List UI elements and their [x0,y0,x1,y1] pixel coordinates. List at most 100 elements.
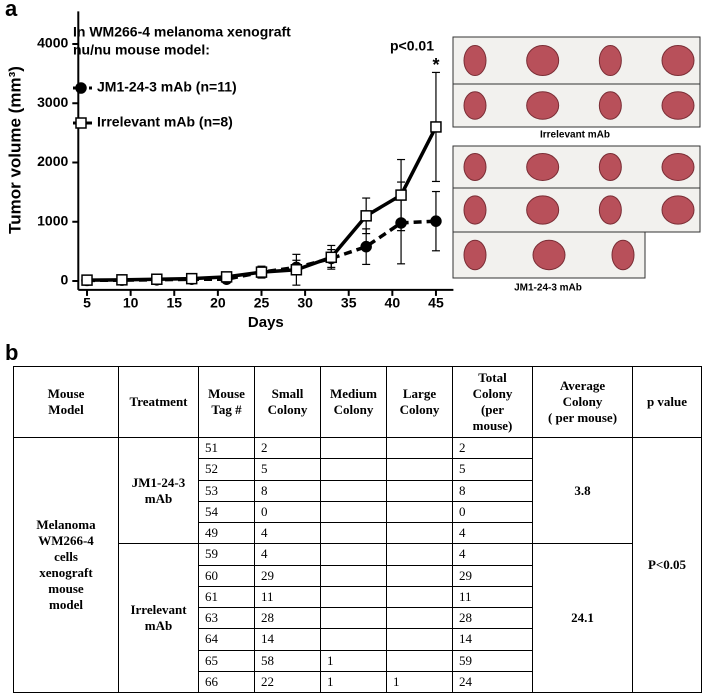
header-cell-line: Mouse [47,386,85,401]
x-tick-label: 20 [210,295,226,311]
tumor [463,153,487,181]
data-cell: 1 [386,670,453,694]
data-cell: 28 [452,606,533,630]
model-cell-line: Melanoma [36,517,96,532]
data-cell [320,628,387,651]
data-cell [386,458,453,481]
tumor [526,44,560,77]
data-row: 54 0 0 [14,500,702,524]
tumor [463,91,487,120]
tumor [611,239,635,271]
tumor [526,91,560,120]
chart: 0 1000 2000 3000 4000 5 10 15 20 25 30 35 40 45 Days Tu… [5,11,701,331]
average-cell: 24.1 [532,543,633,693]
header-cell-line: Total [478,370,507,385]
marker [430,215,442,227]
annotation: In WM266-4 melanoma xenograft [73,24,291,40]
data-cell: 11 [254,585,321,609]
tumor [463,239,487,271]
data-cell: 0 [452,500,533,524]
treatment-cell: Irrelevant mAb [118,543,199,693]
data-cell: 24 [452,670,533,694]
data-cell: 59 [452,649,533,672]
significance: p<0.01 [390,38,434,54]
data-cell [320,436,387,460]
data-cell: 29 [452,564,533,587]
marker [151,273,163,285]
data-line [87,126,438,282]
tumor [598,195,622,225]
data-cell: 1 [320,670,387,694]
data-cell [386,649,453,672]
treatment-cell-line: Irrelevant [130,602,187,618]
data-cell: 29 [254,564,321,587]
header-cell-line: Treatment [129,394,188,409]
marker [430,121,442,133]
tumor [463,44,487,77]
header-cell-line: Colony [267,402,308,417]
annotation: nu/nu mouse model: [73,42,210,58]
data-cell: 54 [198,500,255,524]
photo-caption: Irrelevant mAb [540,130,610,141]
x-tick-label: 45 [428,295,444,311]
data-cell: 28 [254,606,321,630]
x-tick-label: 5 [83,295,91,311]
x-axis-label: Days [248,314,284,331]
photo-strip [452,187,701,233]
header-cell: Total Colony (per mouse) [452,366,533,438]
marker [360,240,372,253]
data-cell: 11 [452,585,533,609]
tumor [526,153,560,181]
header-cell-line: ( per mouse) [547,410,618,425]
data-cell: 53 [198,479,255,502]
data-cell [386,628,453,651]
model-cell-line: WM266-4 [38,533,94,548]
data-cell: 59 [198,543,255,566]
model-cell-line: cells [54,549,78,564]
legend-label: JM1-24-3 mAb (n=11) [97,79,237,95]
data-cell: 14 [254,628,321,651]
legend-marker [75,117,87,129]
header-cell-line: Average [559,378,606,393]
data-cell [320,479,387,502]
tumor [598,44,622,77]
data-cell: 8 [254,479,321,502]
photo-strip [452,83,701,128]
marker [290,264,303,276]
data-cell [386,479,453,502]
data-cell [386,521,453,545]
y-tick-label: 1000 [37,212,68,228]
photo-caption: JM1-24-3 mAb [514,283,582,294]
x-tick-label: 35 [341,295,357,311]
marker [81,274,93,286]
data-cell: 1 [320,649,387,672]
header-cell-line: mouse) [472,418,513,433]
treatment-cell-line: JM1-24-3 [131,474,186,490]
header-cell-line: Colony [333,402,374,417]
data-cell: 4 [452,543,533,566]
x-tick-label: 30 [297,295,313,311]
y-tick-label: 2000 [37,153,68,169]
data-cell [386,564,453,587]
y-axis-label: Tumor volume (mm³) [5,66,24,234]
y-tick-label: 0 [61,272,69,288]
model-cell-line: model [49,597,83,612]
data-cell: 52 [198,458,255,481]
data-cell [386,500,453,524]
significance: * [432,55,439,75]
header-cell-line: Colony [399,402,440,417]
tumor [661,44,695,77]
header-cell-line: p value [646,394,688,409]
data-cell: 63 [198,606,255,630]
data-cell [386,585,453,609]
treatment-cell-line: mAb [144,618,173,634]
average-cell: 3.8 [532,436,633,545]
p-value-cell: P<0.05 [632,437,702,693]
data-cell [320,585,387,609]
header-cell-line: Mouse [208,386,245,401]
legend-label: Irrelevant mAb (n=8) [97,114,233,130]
marker [325,251,338,264]
x-tick-label: 40 [385,295,401,311]
header-cell-line: Medium [330,386,377,401]
